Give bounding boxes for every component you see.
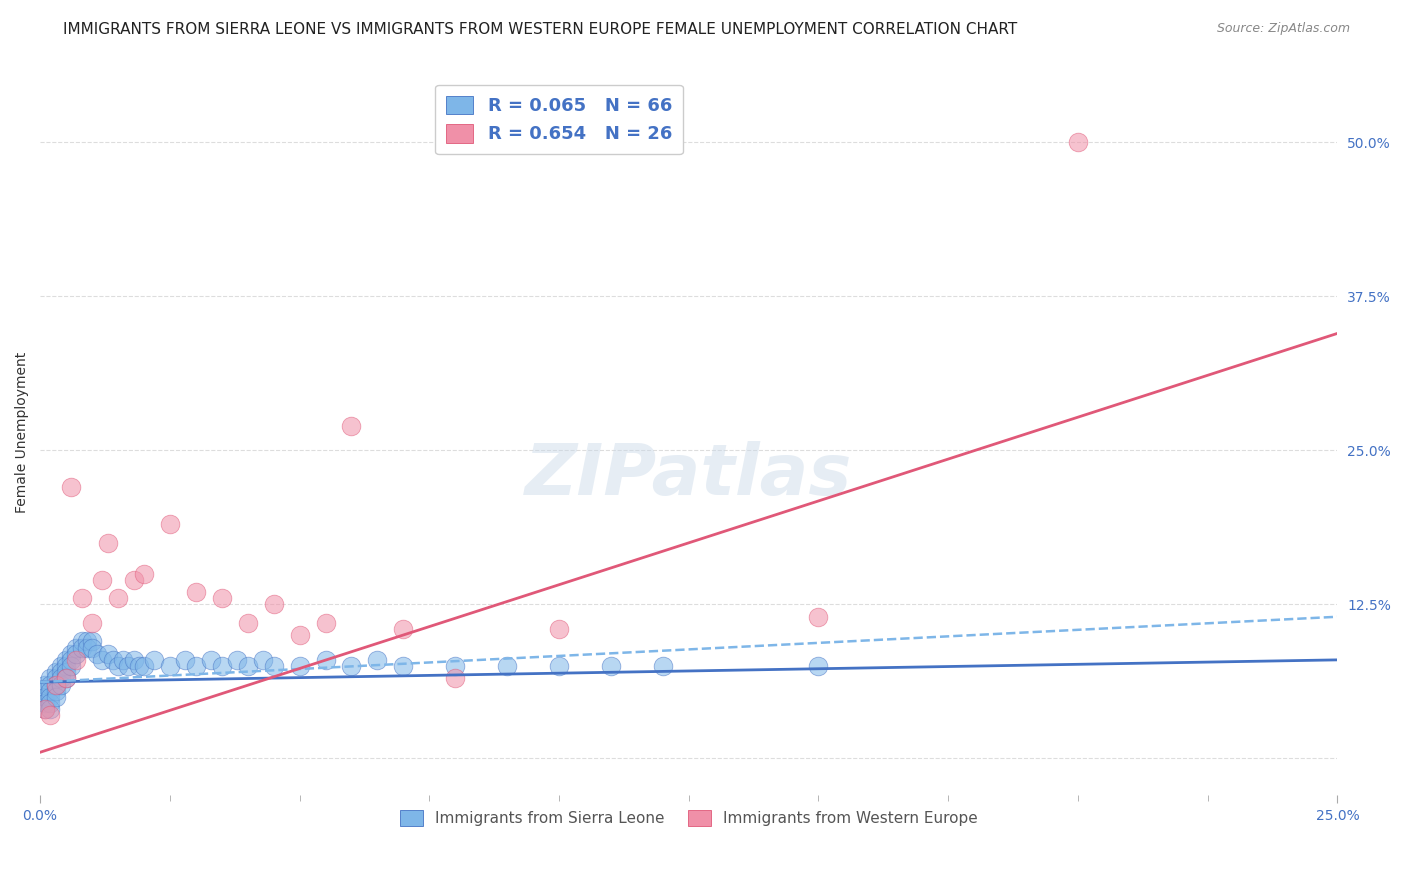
Point	[184, 659, 207, 673]
Point	[80, 615, 103, 630]
Point	[200, 653, 222, 667]
Point	[112, 653, 135, 667]
Point	[174, 653, 197, 667]
Point	[45, 690, 67, 704]
Point	[340, 659, 363, 673]
Point	[122, 653, 145, 667]
Point	[39, 708, 62, 723]
Point	[34, 677, 56, 691]
Point	[45, 683, 67, 698]
Point	[159, 659, 181, 673]
Point	[392, 659, 415, 673]
Point	[45, 677, 67, 691]
Legend: Immigrants from Sierra Leone, Immigrants from Western Europe: Immigrants from Sierra Leone, Immigrants…	[391, 801, 987, 835]
Point	[143, 653, 166, 667]
Point	[807, 659, 830, 673]
Point	[39, 677, 62, 691]
Point	[211, 659, 233, 673]
Point	[340, 418, 363, 433]
Point	[315, 615, 337, 630]
Y-axis label: Female Unemployment: Female Unemployment	[15, 351, 30, 513]
Point	[34, 690, 56, 704]
Point	[45, 677, 67, 691]
Point	[55, 659, 77, 673]
Point	[80, 640, 103, 655]
Point	[97, 647, 120, 661]
Point	[60, 653, 83, 667]
Point	[39, 671, 62, 685]
Point	[117, 659, 139, 673]
Point	[45, 671, 67, 685]
Point	[600, 659, 623, 673]
Point	[263, 659, 285, 673]
Text: Source: ZipAtlas.com: Source: ZipAtlas.com	[1216, 22, 1350, 36]
Point	[80, 634, 103, 648]
Point	[132, 659, 155, 673]
Point	[49, 677, 72, 691]
Point	[55, 665, 77, 680]
Point	[236, 659, 259, 673]
Point	[651, 659, 673, 673]
Point	[444, 671, 467, 685]
Point	[548, 659, 571, 673]
Point	[444, 659, 467, 673]
Point	[34, 702, 56, 716]
Point	[263, 598, 285, 612]
Point	[76, 634, 98, 648]
Point	[101, 653, 124, 667]
Point	[288, 659, 311, 673]
Point	[122, 573, 145, 587]
Point	[252, 653, 274, 667]
Text: IMMIGRANTS FROM SIERRA LEONE VS IMMIGRANTS FROM WESTERN EUROPE FEMALE UNEMPLOYME: IMMIGRANTS FROM SIERRA LEONE VS IMMIGRAN…	[63, 22, 1018, 37]
Point	[91, 653, 114, 667]
Point	[76, 640, 98, 655]
Point	[45, 665, 67, 680]
Point	[49, 671, 72, 685]
Point	[70, 634, 93, 648]
Point	[211, 591, 233, 606]
Point	[70, 640, 93, 655]
Point	[236, 615, 259, 630]
Point	[807, 609, 830, 624]
Point	[60, 647, 83, 661]
Point	[49, 665, 72, 680]
Point	[184, 585, 207, 599]
Point	[55, 671, 77, 685]
Point	[34, 696, 56, 710]
Point	[60, 480, 83, 494]
Point	[60, 659, 83, 673]
Point	[39, 683, 62, 698]
Point	[55, 671, 77, 685]
Point	[315, 653, 337, 667]
Point	[128, 659, 150, 673]
Point	[65, 647, 87, 661]
Text: ZIPatlas: ZIPatlas	[524, 441, 852, 510]
Point	[49, 659, 72, 673]
Point	[107, 591, 129, 606]
Point	[65, 640, 87, 655]
Point	[39, 696, 62, 710]
Point	[107, 659, 129, 673]
Point	[65, 653, 87, 667]
Point	[132, 566, 155, 581]
Point	[288, 628, 311, 642]
Point	[1067, 136, 1090, 150]
Point	[39, 690, 62, 704]
Point	[70, 591, 93, 606]
Point	[496, 659, 519, 673]
Point	[34, 683, 56, 698]
Point	[97, 536, 120, 550]
Point	[159, 517, 181, 532]
Point	[39, 702, 62, 716]
Point	[366, 653, 388, 667]
Point	[226, 653, 249, 667]
Point	[548, 622, 571, 636]
Point	[91, 573, 114, 587]
Point	[392, 622, 415, 636]
Point	[34, 702, 56, 716]
Point	[86, 647, 108, 661]
Point	[55, 653, 77, 667]
